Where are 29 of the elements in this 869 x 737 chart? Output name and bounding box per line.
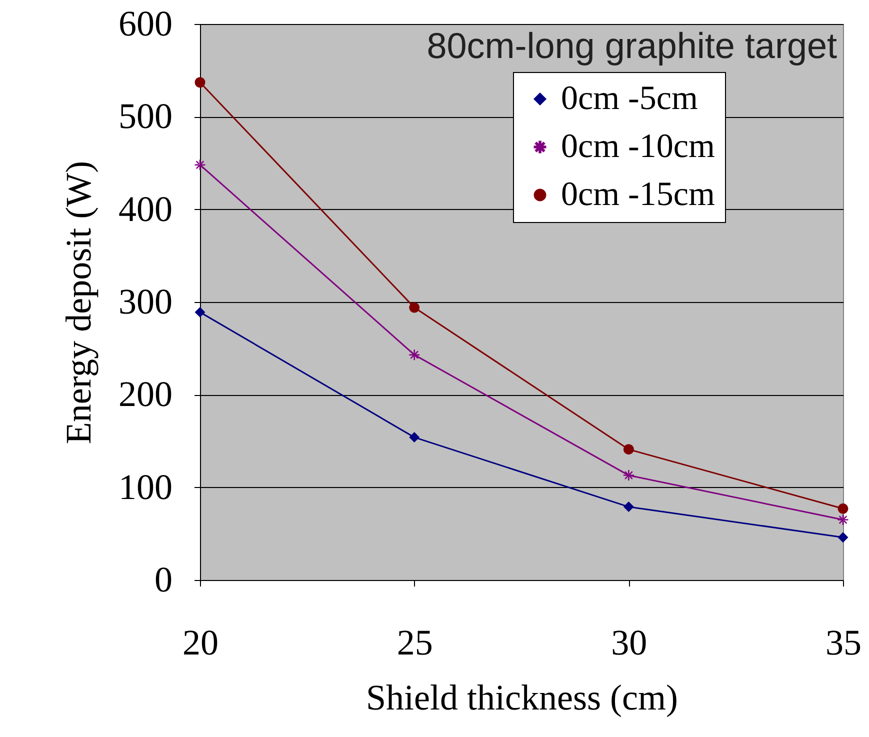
x-tick-label: 30 (611, 622, 648, 662)
legend-label: 0cm -10cm (561, 128, 715, 165)
y-tick-label: 200 (118, 374, 172, 414)
y-tick-label: 100 (118, 466, 172, 507)
point (623, 502, 634, 512)
point (838, 514, 848, 526)
x-axis-title: Shield thickness (cm) (366, 678, 678, 718)
x-tick-label: 20 (182, 622, 218, 662)
x-tick-label: 35 (826, 622, 862, 662)
x-tick-label: 25 (396, 622, 433, 662)
point (194, 160, 206, 170)
point (409, 350, 420, 360)
y-tick-label: 600 (118, 4, 172, 44)
legend-label: 0cm -15cm (561, 176, 715, 213)
point (409, 432, 420, 443)
y-tick-label: 400 (118, 188, 172, 229)
annotation: 80cm-long graphite target (426, 25, 837, 66)
y-tick-label: 0 (154, 560, 172, 600)
y-axis-title: Energy deposit (W) (58, 160, 98, 444)
y-tick-label: 300 (118, 282, 172, 322)
point (838, 503, 848, 514)
point (623, 470, 634, 481)
point (194, 77, 206, 88)
y-tick-label: 500 (118, 96, 172, 136)
point (409, 302, 420, 313)
point (194, 306, 206, 318)
point (838, 532, 848, 543)
legend-label: 0cm -5cm (561, 80, 698, 117)
point (623, 444, 634, 455)
